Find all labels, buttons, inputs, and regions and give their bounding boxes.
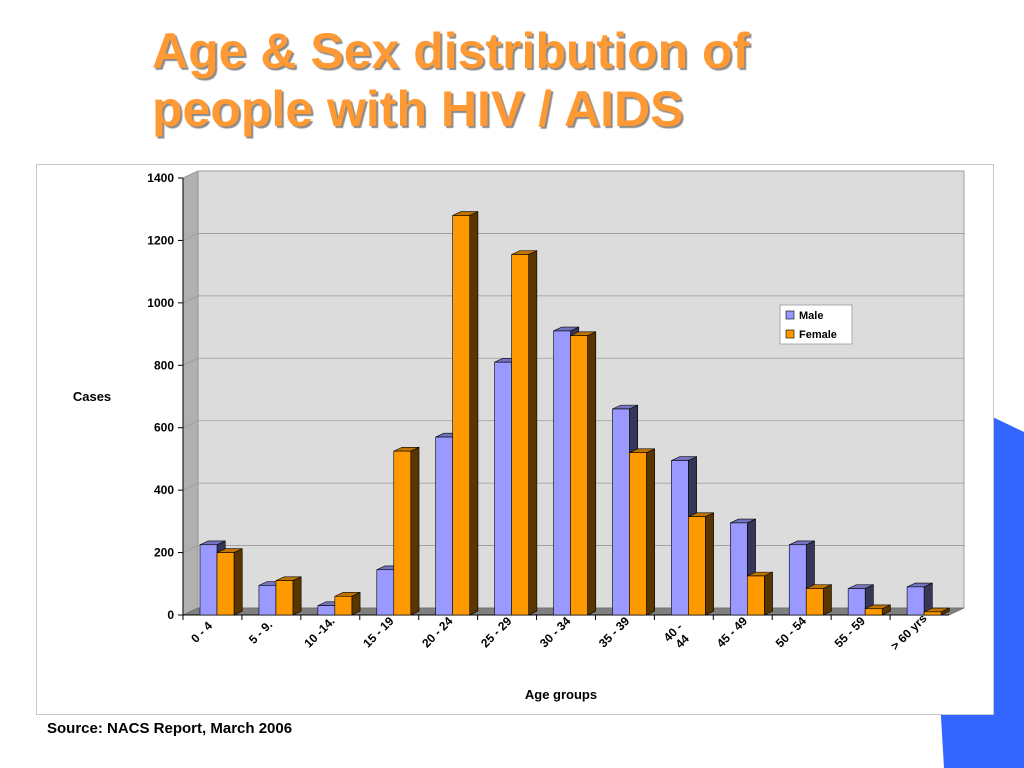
x-tick-label: 25 - 29: [478, 614, 515, 651]
bar-male: [612, 408, 630, 616]
x-tick-label: 55 - 59: [832, 614, 869, 651]
bar-male: [376, 569, 395, 616]
y-tick-label: 800: [154, 358, 174, 372]
x-tick-label-line: 0 - 4: [188, 619, 215, 646]
x-axis-title: Age groups: [525, 687, 597, 702]
bar-side: [292, 576, 302, 616]
bar-female: [923, 611, 942, 616]
bar-female: [275, 580, 294, 616]
gridline: [182, 357, 964, 366]
y-tick-label: 0: [167, 608, 174, 622]
x-tick-label: 45 - 49: [714, 614, 751, 651]
bar-female: [393, 450, 412, 616]
gridline: [182, 233, 964, 241]
y-tick-label: 1400: [147, 171, 174, 185]
chart-side-wall: [182, 170, 199, 616]
x-tick-label: 15 - 19: [360, 614, 397, 651]
y-tick-label: 600: [154, 421, 174, 435]
gridline: [182, 170, 964, 179]
y-tick-label: 1200: [147, 233, 174, 247]
x-tick-label-line: 30 - 34: [537, 614, 574, 651]
bar-side: [410, 446, 420, 616]
bar-side: [764, 571, 773, 616]
x-tick-label: 0 - 4: [188, 619, 215, 646]
bar-female: [747, 575, 765, 616]
y-tick-label: 1000: [147, 296, 174, 310]
bar-female: [805, 588, 824, 616]
bar-male: [494, 361, 512, 616]
bar-chart: 0 200 400 600 800 1000 1200 1400 0 - 4 5 - 9. 10 -…: [73, 170, 965, 702]
x-tick-label: 5 - 9.: [246, 618, 275, 647]
bar-male: [258, 585, 277, 616]
bar-side: [705, 512, 714, 616]
slide-title: Age & Sex distribution of people with HI…: [152, 22, 932, 138]
bar-female: [216, 552, 235, 616]
gridline: [182, 482, 964, 491]
bar-female: [688, 516, 706, 616]
bar-female: [511, 254, 529, 616]
legend-label: Female: [799, 329, 837, 341]
y-tick-label: 400: [154, 483, 174, 497]
x-tick-label-line: 25 - 29: [478, 614, 515, 651]
bar-female: [452, 215, 470, 616]
bar-male: [317, 605, 336, 616]
gridline: [182, 420, 964, 429]
bar-side: [822, 584, 832, 616]
x-tick-label-line: 45 - 49: [714, 614, 751, 651]
chart-frame: 0 200 400 600 800 1000 1200 1400 0 - 4 5 - 9. 10 -…: [36, 164, 994, 715]
bar-male: [435, 436, 453, 616]
x-tick-label: 10 -14.: [301, 614, 337, 650]
bar-male: [553, 330, 571, 616]
x-tick-label-line: 20 - 24: [419, 614, 456, 651]
bar-male: [906, 586, 925, 616]
x-tick-label-line: 55 - 59: [832, 614, 869, 651]
x-tick-label: 50 - 54: [773, 614, 810, 651]
bar-female: [334, 595, 353, 616]
x-tick-label-line: 50 - 54: [773, 614, 810, 651]
x-tick-label-line: > 60 yrs: [888, 611, 930, 653]
x-tick-label-line: 5 - 9.: [246, 618, 275, 647]
source-note: Source: NACS Report, March 2006: [47, 720, 293, 737]
x-tick-label-line: 10 -14.: [301, 614, 337, 650]
bar-male: [199, 544, 218, 616]
bar-side: [587, 331, 597, 616]
y-axis-title: Cases: [73, 389, 111, 404]
bar-male: [847, 588, 866, 616]
x-tick-label: 35 - 39: [596, 614, 633, 651]
bar-side: [646, 448, 656, 616]
legend-swatch-female: [785, 329, 795, 339]
legend-swatch-male: [785, 310, 795, 320]
x-tick-label: 20 - 24: [419, 614, 456, 651]
x-tick-label-line: 35 - 39: [596, 614, 633, 651]
bar-female: [570, 335, 588, 616]
x-tick-label-line: 15 - 19: [360, 614, 397, 651]
bar-side: [233, 548, 243, 616]
y-tick-label: 200: [154, 546, 174, 560]
gridline: [182, 295, 964, 304]
bar-male: [730, 522, 748, 616]
bar-male: [788, 544, 807, 616]
bar-female: [864, 608, 883, 616]
legend-label: Male: [799, 310, 823, 322]
bar-side: [469, 211, 479, 616]
slide-title-line2: people with HIV / AIDS: [152, 81, 684, 137]
x-tick-label: 40 -44: [661, 620, 695, 654]
bar-side: [528, 250, 538, 616]
slide-title-line1: Age & Sex distribution of: [152, 23, 750, 79]
x-tick-label: > 60 yrs: [888, 611, 930, 653]
bar-male: [671, 460, 689, 616]
bar-female: [629, 452, 647, 616]
x-tick-label: 30 - 34: [537, 614, 574, 651]
